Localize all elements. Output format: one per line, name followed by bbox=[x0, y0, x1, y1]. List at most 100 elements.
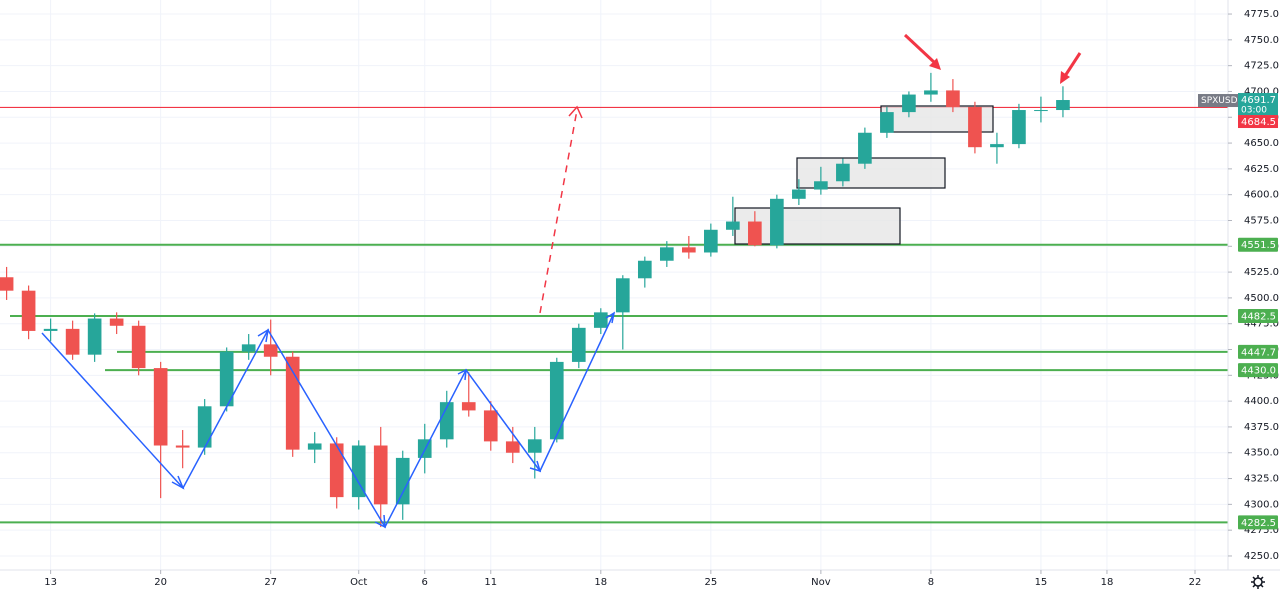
candle-body bbox=[990, 144, 1004, 148]
last-price-label: 4691.7 bbox=[1241, 95, 1276, 106]
candle-body bbox=[21, 290, 36, 331]
candle-body bbox=[241, 344, 256, 352]
x-tick-label: 25 bbox=[704, 577, 717, 588]
level-tag-label: 4447.7 bbox=[1241, 347, 1276, 358]
level-tag bbox=[1238, 237, 1278, 252]
candle-body bbox=[704, 229, 718, 253]
candle-body bbox=[549, 361, 564, 440]
candle-body bbox=[682, 247, 696, 253]
x-tick-label: 20 bbox=[154, 577, 167, 588]
red-arrowhead bbox=[929, 58, 941, 70]
levels bbox=[0, 106, 1228, 524]
x-tick-label: 18 bbox=[1101, 577, 1114, 588]
annotations bbox=[41, 33, 1082, 529]
candle-body bbox=[395, 457, 410, 505]
candle-body bbox=[880, 112, 894, 133]
range-box bbox=[734, 207, 901, 245]
x-tick-label: 8 bbox=[928, 577, 934, 588]
y-tick-label: 4625.0 bbox=[1244, 164, 1279, 175]
candle-body bbox=[968, 106, 982, 148]
y-tick-label: 4575.0 bbox=[1244, 215, 1279, 226]
candle-body bbox=[373, 445, 388, 505]
candle-body bbox=[131, 325, 146, 369]
candle-body bbox=[307, 443, 322, 450]
y-tick-label: 4525.0 bbox=[1244, 267, 1279, 278]
y-tick-label: 4275.0 bbox=[1244, 525, 1279, 536]
x-tick-label: 18 bbox=[594, 577, 607, 588]
candle-body bbox=[726, 221, 740, 230]
y-tick-label: 4650.0 bbox=[1244, 138, 1279, 149]
projection-arrow bbox=[539, 109, 578, 314]
x-tick-label: 15 bbox=[1035, 577, 1048, 588]
countdown-label: 03:00 bbox=[1241, 106, 1267, 116]
level-tag bbox=[1238, 344, 1278, 359]
y-tick-label: 4375.0 bbox=[1244, 422, 1279, 433]
zigzag bbox=[41, 312, 615, 529]
projection-arrowhead bbox=[568, 105, 583, 119]
reference-tag bbox=[1238, 115, 1278, 129]
candle-body bbox=[770, 198, 784, 246]
level-tag-label: 4282.5 bbox=[1241, 518, 1276, 529]
candle-body bbox=[461, 402, 476, 411]
gear-teeth[interactable] bbox=[1251, 575, 1265, 589]
level-tag bbox=[1238, 363, 1278, 378]
candle-body bbox=[527, 439, 542, 453]
x-tick-label: 6 bbox=[422, 577, 428, 588]
symbol-tag bbox=[1198, 94, 1238, 108]
y-tick-label: 4300.0 bbox=[1244, 499, 1279, 510]
candle-body bbox=[792, 189, 806, 199]
zigzag-arrowheads bbox=[171, 311, 616, 529]
candle-body bbox=[924, 90, 938, 95]
candle-body bbox=[153, 368, 168, 446]
candle-body bbox=[593, 312, 608, 328]
candle-body bbox=[65, 328, 80, 355]
candle-body bbox=[329, 443, 344, 498]
axes: 4250.0 4275.0 4300.0 4325.0 4350.0 4375.0 4400… bbox=[44, 9, 1279, 588]
candle-body bbox=[902, 94, 916, 113]
symbol-label: SPXUSD bbox=[1201, 96, 1238, 106]
x-tick-label: 11 bbox=[484, 577, 497, 588]
candle-body bbox=[43, 328, 58, 331]
candle-body bbox=[637, 260, 652, 279]
y-tick-label: 4600.0 bbox=[1244, 190, 1279, 201]
candle-body bbox=[175, 445, 190, 448]
y-tick-label: 4350.0 bbox=[1244, 448, 1279, 459]
level-tag-label: 4482.5 bbox=[1241, 311, 1276, 322]
candle-body bbox=[1056, 100, 1070, 111]
level-tag-label: 4551.5 bbox=[1241, 240, 1276, 251]
red-arrow bbox=[903, 33, 937, 65]
candle-body bbox=[571, 327, 586, 362]
red-arrow bbox=[1063, 52, 1082, 77]
candles bbox=[0, 72, 1070, 528]
y-tick-label: 4500.0 bbox=[1244, 293, 1279, 304]
y-tick-label: 4475.0 bbox=[1244, 319, 1279, 330]
y-tick-label: 4250.0 bbox=[1244, 551, 1279, 562]
last-price-tag bbox=[1238, 93, 1278, 116]
level-tag bbox=[1238, 308, 1278, 323]
reference-label: 4684.5 bbox=[1241, 117, 1276, 128]
candle-body bbox=[351, 445, 366, 498]
candle-body bbox=[87, 318, 102, 355]
x-tick-label: 27 bbox=[264, 577, 277, 588]
level-tag-label: 4430.0 bbox=[1241, 366, 1276, 377]
settings-icon[interactable] bbox=[1251, 575, 1265, 589]
candle-body bbox=[483, 410, 498, 442]
gear[interactable] bbox=[1253, 577, 1263, 587]
candle-body bbox=[1034, 110, 1048, 112]
candle-body bbox=[219, 351, 234, 407]
candle-body bbox=[109, 318, 124, 326]
price-tags: 4551.5 4482.5 4447.7 4430.0 4282.5 SPXUSD 4691… bbox=[1198, 93, 1278, 530]
candle-body bbox=[748, 221, 762, 246]
candle-body bbox=[946, 90, 960, 107]
candle-body bbox=[1012, 110, 1026, 145]
x-tick-label: 13 bbox=[44, 577, 57, 588]
candle-body bbox=[505, 441, 520, 453]
candle-body bbox=[263, 344, 278, 357]
candle-body bbox=[814, 181, 828, 190]
candle-body bbox=[197, 406, 212, 448]
red-arrowhead bbox=[1060, 71, 1070, 84]
y-tick-label: 4725.0 bbox=[1244, 61, 1279, 72]
candle-body bbox=[439, 402, 454, 440]
y-tick-label: 4750.0 bbox=[1244, 35, 1279, 46]
